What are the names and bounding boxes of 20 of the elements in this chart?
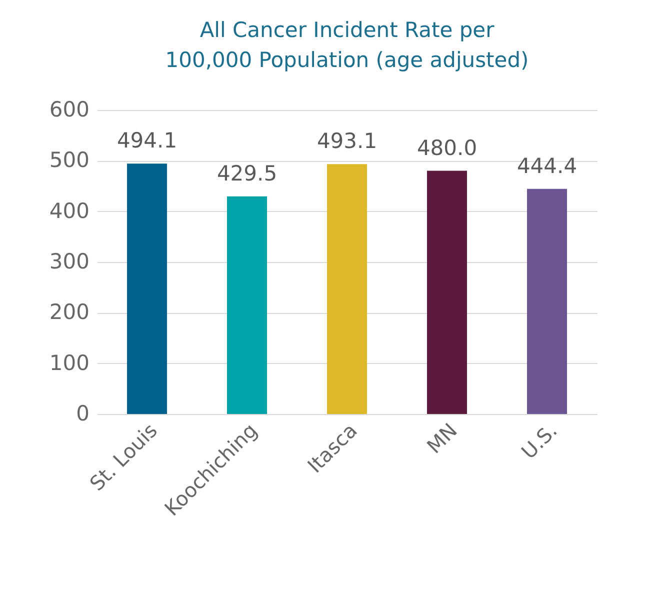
data-label: 429.5	[216, 161, 278, 186]
y-tick-label: 400	[49, 198, 90, 223]
x-tick-label: MN	[422, 418, 462, 458]
y-tick-label: 600	[49, 98, 90, 122]
y-tick-label: 500	[49, 148, 90, 172]
data-label: 480.0	[416, 136, 478, 160]
data-label: 444.4	[516, 154, 578, 178]
y-tick-label: 0	[76, 402, 90, 426]
bar	[427, 170, 467, 414]
chart-title: All Cancer Incident Rate per 100,000 Population (age adjusted)	[165, 18, 529, 72]
y-tick-label: 100	[49, 350, 90, 375]
y-tick-label: 200	[49, 300, 90, 324]
y-tick-label: 300	[49, 250, 90, 274]
bar	[227, 196, 267, 414]
bar	[527, 188, 567, 414]
data-label: 493.1	[316, 129, 378, 154]
bar	[327, 164, 367, 414]
bar	[127, 164, 167, 414]
x-tick-label: U.S.	[516, 418, 562, 464]
data-label: 494.1	[116, 128, 178, 153]
